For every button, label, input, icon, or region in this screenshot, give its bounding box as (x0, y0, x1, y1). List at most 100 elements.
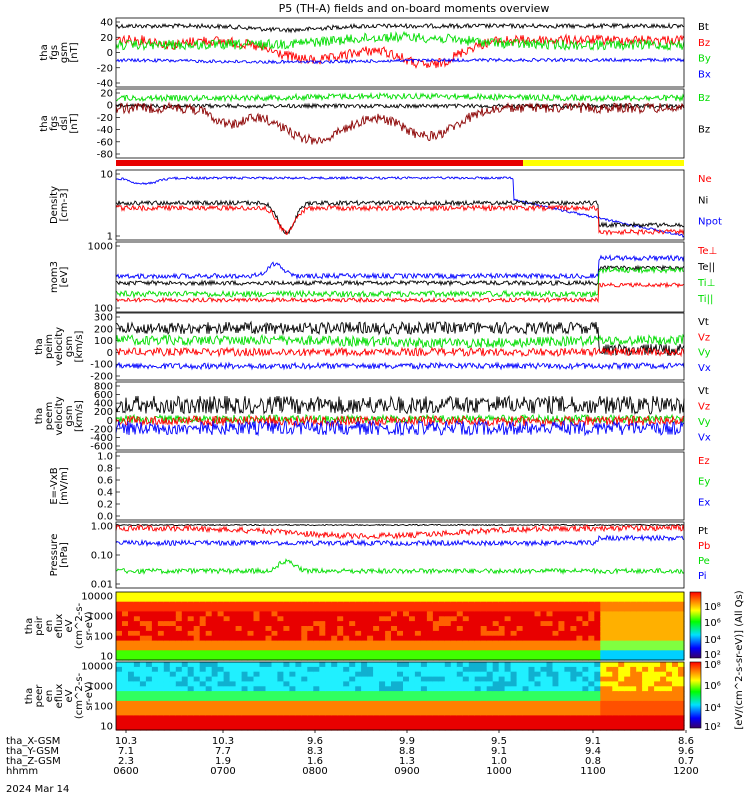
spectrogram-cell (235, 630, 243, 637)
spectrogram-cell (187, 650, 195, 656)
spectrogram-cell (618, 592, 625, 598)
spectrogram-cell (624, 720, 631, 726)
spectrogram-cell (229, 621, 237, 627)
spectrogram-cell (528, 720, 536, 726)
spectrogram-cell (552, 640, 560, 647)
x-tick-label: 7.1 (118, 746, 134, 757)
spectrogram-cell (660, 596, 667, 603)
spectrogram-cell (414, 601, 422, 608)
y-axis-label: thapeimvelocitygsm[km/s] (34, 327, 85, 366)
legend-entry: Pb (698, 541, 710, 552)
spectrogram-cell (313, 626, 320, 632)
spectrogram-cell (217, 655, 225, 661)
series-by (115, 30, 685, 52)
spectrogram-cell (199, 626, 207, 632)
spectrogram-cell (444, 705, 452, 712)
spectrogram-cell (301, 671, 308, 678)
spectrogram-cell (546, 715, 554, 721)
spectrogram-cell (486, 630, 494, 637)
spectrogram-cell (157, 601, 165, 608)
spectrogram-cell (259, 681, 267, 687)
y-axis-label-line: fgs (49, 45, 60, 60)
spectrogram-cell (229, 686, 237, 692)
spectrogram-cell (492, 662, 500, 668)
spectrogram-cell (175, 696, 183, 702)
spectrogram-cell (642, 715, 649, 721)
spectrogram-cell (552, 720, 560, 726)
spectrogram-cell (642, 666, 649, 673)
spectrogram-cell (361, 720, 368, 726)
spectrogram-cell (133, 691, 141, 697)
spectrogram-cell (349, 662, 356, 668)
y-axis-label: E=-VxB[mV/m] (49, 467, 70, 505)
spectrogram-cell (128, 621, 135, 627)
spectrogram-cell (199, 611, 207, 617)
spectrogram-cell (343, 645, 350, 651)
spectrogram-cell (414, 621, 422, 627)
spectrogram-cell (217, 611, 225, 617)
spectrogram-cell (468, 666, 476, 673)
spectrogram-cell (606, 611, 613, 617)
spectrogram-cell (205, 681, 213, 687)
spectrogram-cell (145, 650, 153, 656)
spectrogram-cell (355, 592, 362, 598)
spectrogram-cell (546, 645, 554, 651)
spectrogram-cell (480, 700, 488, 707)
spectrogram-cell (450, 611, 458, 617)
spectrogram-cell (157, 645, 165, 651)
spectrogram-cell (385, 645, 392, 651)
spectrogram-cell (642, 691, 649, 697)
spectrogram-cell (570, 662, 577, 668)
legend-entry: Ez (698, 456, 710, 467)
spectrogram-cell (283, 691, 290, 697)
spectrogram-cell (391, 666, 398, 673)
y-axis-label-line: eflux (54, 614, 65, 639)
spectrogram-cell (414, 696, 422, 702)
spectrogram-cell (211, 725, 219, 731)
spectrogram-cell (163, 635, 171, 642)
spectrogram-cell (247, 655, 255, 661)
spectrogram-cell (594, 601, 601, 608)
spectrogram-cell (678, 720, 685, 726)
spectrogram-cell (217, 616, 225, 622)
spectrogram-cell (540, 705, 548, 712)
spectrogram-cell (654, 705, 661, 712)
spectrogram-cell (253, 626, 261, 632)
spectrogram-cell (122, 696, 129, 702)
spectrogram-cell (438, 655, 446, 661)
spectrogram-cell (474, 686, 482, 692)
spectrogram-cell (229, 662, 237, 668)
spectrogram-cell (331, 686, 338, 692)
y-tick-label: -20 (97, 113, 113, 124)
spectrogram-cell (498, 655, 506, 661)
spectrogram-cell (223, 626, 231, 632)
spectrogram-cell (498, 626, 506, 632)
spectrogram-cell (600, 725, 607, 731)
spectrogram-cell (480, 725, 488, 731)
spectrogram-cell (205, 601, 213, 608)
spectrogram-cell (331, 611, 338, 617)
spectrogram-cell (349, 630, 356, 637)
spectrogram-cell (558, 700, 565, 707)
spectrogram-cell (546, 640, 554, 647)
spectrogram-cell (145, 666, 153, 673)
spectrogram-cell (391, 662, 398, 668)
spectrogram-cell (313, 710, 320, 717)
spectrogram-cell (474, 720, 482, 726)
spectrogram-cell (642, 671, 649, 678)
spectrogram-cell (181, 640, 189, 647)
spectrogram-cell (462, 616, 470, 622)
spectrogram-cell (618, 630, 625, 637)
spectrogram-cell (211, 671, 219, 678)
spectrogram-cell (558, 662, 565, 668)
spectrogram-cell (600, 606, 607, 613)
spectrogram-cell (630, 710, 637, 717)
spectrogram-cell (205, 592, 213, 598)
spectrogram-cell (660, 700, 667, 707)
spectrogram-cell (355, 616, 362, 622)
spectrogram-cell (385, 676, 392, 683)
y-tick-label: 40 (100, 18, 113, 29)
spectrogram-cell (528, 725, 536, 731)
spectrogram-cell (331, 671, 338, 678)
spectrogram-cell (283, 662, 290, 668)
